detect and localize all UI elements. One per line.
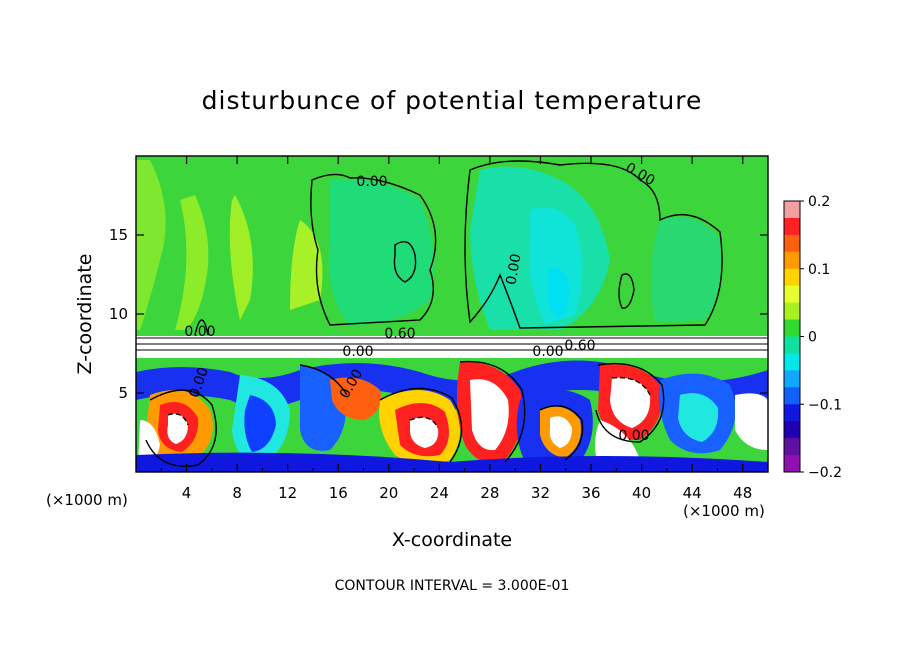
x-tick-label: 44	[683, 484, 702, 502]
colorbar-tick-label: 0	[808, 330, 817, 346]
colorbar: 0.2 0.1 0 −0.1 −0.2	[783, 194, 842, 481]
contour-line	[611, 376, 651, 396]
x-tick-label: 24	[430, 484, 449, 502]
inversion-layer	[136, 336, 768, 358]
colorbar-swatch	[784, 438, 800, 456]
colorbar-swatch	[784, 336, 800, 354]
x-tick-label: 32	[531, 484, 550, 502]
blue-band	[136, 452, 768, 472]
x-tick-label: 48	[733, 484, 752, 502]
warm-core	[470, 379, 509, 451]
contour-interval-note: CONTOUR INTERVAL = 3.000E-01	[334, 578, 570, 594]
colorbar-swatch	[784, 302, 800, 321]
contour-line	[409, 416, 439, 429]
contour-line	[145, 389, 217, 467]
cool-swirl	[678, 393, 719, 442]
colorbar-swatch	[784, 268, 800, 287]
y-tick-label: 5	[118, 384, 128, 402]
colorbar-tick-label: 0.1	[808, 262, 830, 278]
x-tick-label: 12	[278, 484, 297, 502]
colorbar-swatch	[784, 234, 800, 253]
colorbar-swatch	[784, 421, 800, 439]
cyan-patch	[547, 267, 569, 320]
warm-core	[735, 393, 768, 450]
colorbar-tick-label: −0.2	[808, 465, 842, 481]
x-axis: 4 8 12 16 20 24 28 32 36 40 44 48	[160, 156, 752, 502]
colorbar-swatch	[784, 319, 800, 337]
chart-title: disturbunce of potential temperature	[201, 86, 703, 115]
contour-label: 0.00	[503, 253, 524, 286]
yellow-green-patch	[290, 220, 323, 310]
lower-field	[136, 336, 768, 472]
contour-line	[194, 319, 209, 336]
y-axis-title: Z-coordinate	[74, 254, 96, 375]
colorbar-swatch	[784, 353, 800, 371]
x-axis-title: X-coordinate	[392, 529, 512, 551]
teal-patch	[329, 179, 434, 325]
contour-line	[459, 360, 526, 463]
x-tick-label: 16	[329, 484, 348, 502]
contour-label: 0.00	[532, 344, 563, 360]
contour-line	[618, 273, 635, 309]
contour-label: 0.60	[384, 326, 415, 342]
upper-field	[136, 156, 768, 336]
colorbar-swatch	[784, 404, 800, 422]
teal-patch	[651, 217, 721, 322]
x-tick-label: 8	[232, 484, 242, 502]
yellow-green-patch	[175, 195, 209, 330]
contour-label: 0.00	[342, 344, 373, 360]
colorbar-swatch	[784, 251, 800, 270]
x-unit-label-left: (×1000 m)	[46, 491, 128, 509]
contour-label: 0.00	[184, 324, 215, 340]
x-unit-label-right: (×1000 m)	[683, 502, 765, 520]
colorbar-swatch	[784, 201, 800, 219]
warm-core	[167, 413, 188, 444]
contour-label: 0.00	[356, 174, 387, 190]
y-tick-label: 15	[109, 226, 128, 244]
colorbar-swatch	[784, 455, 800, 473]
yellow-green-patch	[229, 195, 253, 320]
x-tick-label: 4	[182, 484, 192, 502]
contour-line	[310, 173, 437, 326]
colorbar-swatch	[784, 217, 800, 236]
y-axis: 5 10 15	[109, 226, 768, 402]
y-tick-label: 10	[109, 305, 128, 323]
contour-line	[539, 405, 584, 461]
warm-core	[610, 377, 651, 428]
colorbar-tick-label: −0.1	[808, 397, 842, 413]
contour-line	[379, 387, 463, 463]
contour-lines	[136, 160, 768, 467]
cyan-patch	[529, 207, 583, 325]
contour-label: 0.60	[564, 338, 595, 354]
x-tick-label: 36	[581, 484, 600, 502]
contour-line	[136, 337, 768, 351]
colorbar-swatch	[784, 387, 800, 405]
cool-swirl	[244, 395, 276, 452]
colorbar-tick-label: 0.2	[808, 194, 830, 210]
warm-core	[549, 416, 572, 448]
contour-label: 0.00	[618, 428, 649, 444]
contour-line	[464, 160, 723, 329]
contour-line	[299, 364, 348, 396]
yellow-green-patch	[136, 160, 166, 330]
colorbar-swatch	[784, 285, 800, 304]
colorbar-swatch	[784, 370, 800, 388]
warm-core	[410, 417, 439, 448]
x-tick-label: 20	[379, 484, 398, 502]
contour-line	[167, 413, 189, 426]
x-tick-label: 28	[480, 484, 499, 502]
contour-line	[393, 241, 417, 283]
contour-line	[595, 362, 665, 443]
x-tick-label: 40	[632, 484, 651, 502]
